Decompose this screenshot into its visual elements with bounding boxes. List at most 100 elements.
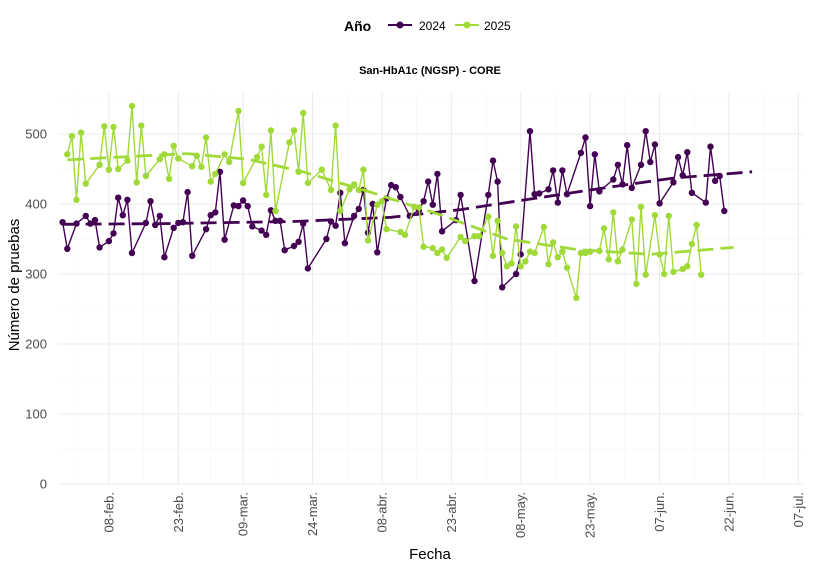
data-point-2024: [499, 284, 506, 291]
data-point-2024: [300, 220, 307, 227]
data-point-2025: [415, 204, 423, 211]
data-point-2025: [494, 217, 501, 224]
x-tick-label: 24-mar.: [305, 492, 320, 536]
data-point-2025: [679, 265, 686, 273]
data-point-2024: [212, 209, 219, 216]
data-point-2025: [485, 213, 492, 220]
data-point-2024: [485, 191, 492, 199]
data-point-2025: [253, 153, 261, 161]
data-point-2025: [665, 212, 672, 220]
legend: Año 2024 2025: [344, 18, 511, 34]
data-point-2024: [258, 227, 265, 234]
data-point-2024: [457, 191, 464, 199]
series-2025: [64, 102, 734, 301]
data-point-2025: [688, 240, 696, 248]
data-point-2025: [434, 249, 441, 257]
data-point-2025: [637, 203, 645, 210]
data-point-2025: [563, 264, 571, 271]
x-tick-label: 23-may.: [583, 492, 598, 538]
data-point-2025: [508, 260, 515, 267]
data-point-2024: [651, 141, 659, 148]
data-point-2025: [156, 156, 163, 163]
data-point-2024: [161, 254, 168, 261]
data-point-2025: [517, 263, 524, 270]
data-point-2024: [119, 212, 127, 219]
data-point-2025: [290, 127, 298, 134]
data-point-2025: [670, 268, 677, 276]
data-point-2024: [110, 230, 117, 237]
data-point-2025: [499, 249, 506, 257]
legend-label-2025: 2025: [484, 19, 511, 33]
data-point-2025: [96, 161, 103, 168]
data-point-2024: [147, 198, 154, 205]
data-point-2024: [87, 220, 94, 227]
data-point-2024: [239, 197, 247, 204]
data-point-2024: [295, 238, 302, 245]
data-point-2024: [337, 189, 344, 196]
data-point-2024: [327, 218, 335, 225]
data-point-2024: [115, 194, 122, 201]
data-point-2024: [624, 142, 631, 149]
data-point-2024: [512, 270, 520, 278]
data-point-2025: [540, 223, 548, 231]
data-point-2024: [434, 170, 441, 178]
data-point-2024: [128, 249, 136, 257]
data-point-2025: [115, 165, 122, 173]
data-point-2024: [235, 202, 242, 210]
data-point-2025: [600, 225, 608, 232]
legend-title: Año: [344, 18, 371, 34]
data-point-2025: [577, 249, 585, 257]
data-point-2025: [374, 201, 381, 208]
data-point-2025: [554, 254, 561, 261]
data-point-2025: [161, 151, 168, 158]
data-point-2024: [656, 200, 663, 207]
data-point-2024: [179, 219, 187, 226]
data-point-2025: [318, 166, 325, 173]
data-point-2025: [619, 246, 626, 253]
data-point-2024: [249, 223, 256, 230]
data-point-2025: [610, 209, 617, 216]
data-point-2025: [350, 181, 358, 188]
data-point-2024: [577, 149, 585, 157]
y-tick-label: 100: [25, 407, 47, 422]
data-point-2024: [96, 244, 103, 251]
data-point-2025: [165, 175, 173, 182]
data-point-2024: [721, 207, 728, 215]
data-point-2024: [59, 219, 66, 226]
data-point-2025: [573, 294, 580, 301]
legend-key-2024-marker: [396, 21, 404, 29]
data-point-2024: [582, 134, 589, 141]
data-point-2024: [425, 178, 432, 185]
data-point-2025: [202, 134, 210, 141]
data-point-2024: [82, 212, 90, 220]
data-point-2024: [156, 212, 163, 220]
data-point-2024: [202, 226, 210, 233]
x-tick-label: 07-jun.: [652, 492, 667, 532]
data-point-2025: [221, 151, 228, 158]
data-point-2025: [614, 258, 622, 265]
data-point-2024: [263, 231, 270, 238]
data-point-2025: [429, 244, 436, 252]
data-point-2025: [378, 198, 386, 205]
data-point-2024: [332, 222, 339, 229]
data-point-2025: [471, 233, 478, 240]
data-point-2025: [110, 123, 117, 131]
data-point-2024: [221, 236, 228, 243]
data-point-2025: [522, 258, 529, 265]
data-point-2025: [239, 179, 247, 187]
data-point-2024: [536, 190, 543, 197]
data-point-2024: [688, 189, 696, 196]
chart-title: San-HbA1c (NGSP) - CORE: [359, 65, 501, 77]
data-point-2025: [64, 151, 71, 158]
data-point-2025: [443, 254, 450, 262]
x-tick-label: 23-feb.: [171, 492, 186, 532]
data-point-2024: [489, 157, 497, 164]
legend-key-2025: [455, 21, 479, 29]
data-point-2024: [392, 184, 399, 191]
y-tick-label: 0: [40, 477, 47, 492]
data-point-2025: [327, 186, 335, 194]
data-point-2025: [559, 248, 566, 255]
data-point-2024: [397, 193, 404, 201]
data-point-2024: [184, 188, 191, 196]
